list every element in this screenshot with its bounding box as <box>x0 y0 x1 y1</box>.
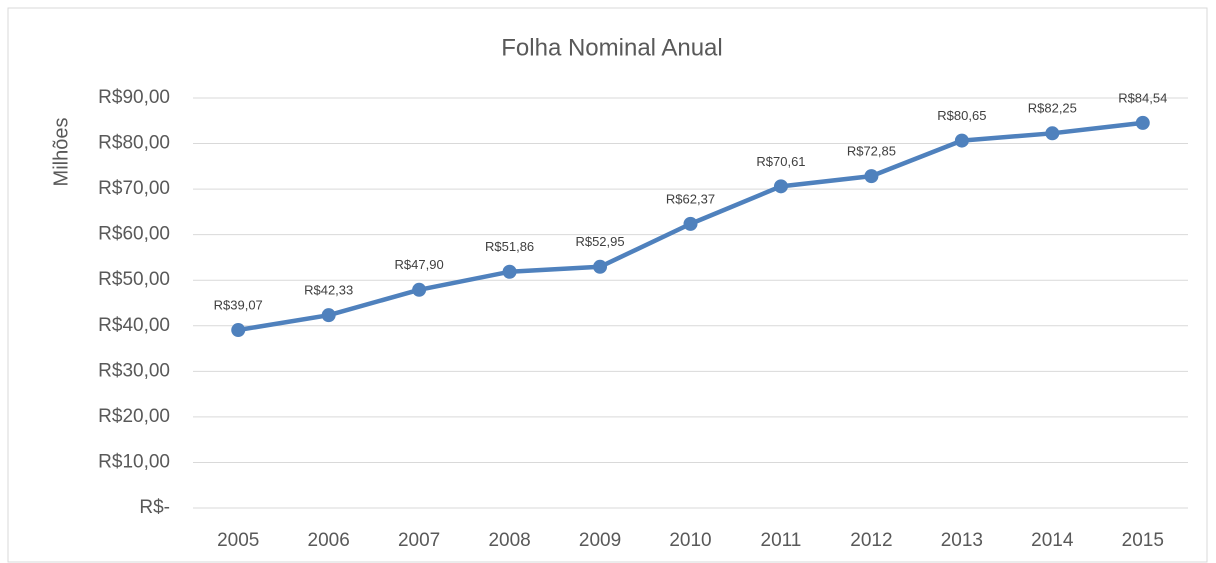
y-tick-label: R$90,00 <box>98 87 170 108</box>
y-tick-label: R$80,00 <box>98 133 170 154</box>
data-label: R$39,07 <box>214 297 263 312</box>
y-tick-label: R$- <box>139 497 170 518</box>
data-point <box>683 216 698 231</box>
x-tick-label: 2008 <box>488 530 530 551</box>
data-point <box>1045 126 1060 141</box>
data-point <box>1135 115 1150 130</box>
y-tick-label: R$10,00 <box>98 451 170 472</box>
chart-title: Folha Nominal Anual <box>501 34 722 61</box>
data-label: R$62,37 <box>666 191 715 206</box>
data-label: R$72,85 <box>847 144 896 159</box>
y-axis-label: Milhões <box>50 118 72 187</box>
data-label: R$42,33 <box>304 283 353 298</box>
x-tick-label: 2010 <box>669 530 711 551</box>
y-tick-label: R$70,00 <box>98 178 170 199</box>
x-tick-label: 2009 <box>579 530 621 551</box>
data-point <box>231 323 246 338</box>
y-tick-label: R$50,00 <box>98 269 170 290</box>
data-point <box>954 133 969 148</box>
x-tick-label: 2007 <box>398 530 440 551</box>
data-label: R$82,25 <box>1028 101 1077 116</box>
chart-frame <box>7 7 1208 563</box>
y-tick-label: R$30,00 <box>98 360 170 381</box>
x-tick-label: 2015 <box>1122 530 1164 551</box>
data-point <box>321 308 336 323</box>
data-label: R$52,95 <box>575 234 624 249</box>
x-tick-label: 2013 <box>941 530 983 551</box>
x-tick-label: 2012 <box>850 530 892 551</box>
data-label: R$80,65 <box>937 108 986 123</box>
x-tick-label: 2011 <box>761 530 802 551</box>
x-tick-label: 2006 <box>308 530 350 551</box>
data-point <box>773 179 788 194</box>
y-tick-label: R$20,00 <box>98 406 170 427</box>
y-tick-label: R$40,00 <box>98 315 170 336</box>
data-label: R$84,54 <box>1118 90 1167 105</box>
data-point <box>864 169 879 184</box>
data-label: R$47,90 <box>395 257 444 272</box>
data-label: R$70,61 <box>756 154 805 169</box>
data-point <box>412 282 427 297</box>
data-point <box>502 264 517 279</box>
data-point <box>593 259 608 274</box>
y-tick-label: R$60,00 <box>98 224 170 245</box>
data-label: R$51,86 <box>485 239 534 254</box>
x-tick-label: 2005 <box>217 530 259 551</box>
x-tick-label: 2014 <box>1031 530 1074 551</box>
